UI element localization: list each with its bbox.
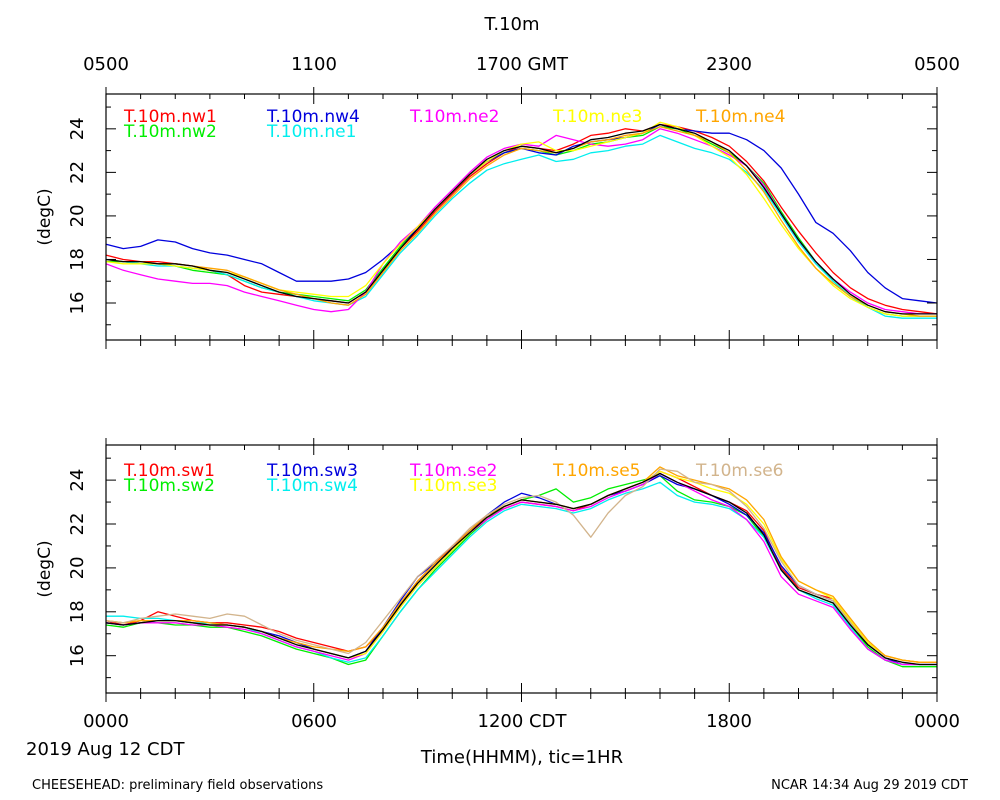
panel-1-legend: T.10m.nw1 T.10m.nw4 T.10m.ne2 T.10m.ne3 T.10… — [123, 107, 785, 142]
legend-entry-T-10m-se2: T.10m.se2 — [409, 461, 498, 481]
date-label: 2019 Aug 12 CDT — [26, 739, 185, 760]
legend-entry-T-10m-se3: T.10m.se3 — [409, 476, 498, 496]
series-line-T-10m-nw3 — [105, 123, 937, 315]
y-tick-label: 18 — [67, 600, 88, 623]
series-line-T-10m-sw4 — [106, 481, 937, 666]
bottom-time-axis-labels: 0000 0600 1200 CDT 1800 0000 — [83, 711, 960, 732]
legend-entry-T-10m-sw1: T.10m.sw1 — [123, 461, 215, 481]
bottom-time-label-0: 0000 — [83, 711, 129, 732]
footer-right: NCAR 14:34 Aug 29 2019 CDT — [771, 778, 968, 793]
y-axis-label: (degC) — [35, 188, 55, 245]
legend-entry-T-10m-ne4: T.10m.ne4 — [695, 107, 785, 127]
legend-entry-T-10m-ne1: T.10m.ne1 — [266, 122, 356, 142]
panel-2-frame — [105, 444, 938, 694]
series-line-T-10m-se5 — [105, 466, 937, 663]
legend-entry-T-10m-se6: T.10m.se6 — [695, 461, 784, 481]
series-line-T-10m-se6 — [105, 468, 937, 666]
panel-2-lines — [105, 466, 937, 668]
y-tick-label: 20 — [67, 204, 88, 227]
legend-entry-T-10m-se5: T.10m.se5 — [552, 461, 641, 481]
bottom-time-label-1: 0600 — [291, 711, 337, 732]
legend-entry-T-10m-ne3: T.10m.ne3 — [552, 107, 642, 127]
legend-entry-T-10m-ne2: T.10m.ne2 — [409, 107, 499, 127]
y-tick-label: 24 — [67, 117, 88, 140]
footer-left: CHEESEHEAD: preliminary field observatio… — [32, 778, 323, 793]
series-line-T-10m-ne1 — [105, 134, 937, 319]
bottom-time-label-2: 1200 CDT — [478, 711, 568, 732]
legend-entry-T-10m-nw1: T.10m.nw1 — [123, 107, 217, 127]
y-tick-label: 24 — [67, 469, 88, 492]
top-time-label-2: 1700 GMT — [476, 54, 569, 75]
series-line-T-10m-se1 — [105, 472, 937, 666]
y-tick-label: 20 — [67, 556, 88, 579]
y-tick-label: 16 — [67, 644, 88, 667]
series-line-T-10m-nw2 — [106, 126, 937, 317]
series-line-T-10m-nw1 — [105, 123, 938, 315]
legend-entry-T-10m-sw2: T.10m.sw2 — [123, 476, 215, 496]
bottom-time-label-4: 0000 — [914, 711, 960, 732]
chart-title: T.10m — [483, 14, 539, 35]
series-line-T-10m-ne2 — [105, 128, 937, 315]
legend-entry-T-10m-sw3: T.10m.sw3 — [266, 461, 358, 481]
legend-entry-T-10m-nw2: T.10m.nw2 — [123, 122, 217, 142]
series-line-T-10m-se2 — [105, 472, 937, 666]
y-tick-label: 16 — [67, 292, 88, 315]
y-axis-label: (degC) — [35, 540, 55, 597]
y-tick-label: 22 — [67, 161, 88, 184]
top-time-label-3: 2300 — [706, 54, 752, 75]
top-time-label-0: 0500 — [83, 54, 129, 75]
bottom-time-label-3: 1800 — [706, 711, 752, 732]
x-axis-label: Time(HHMM), tic=1HR — [420, 747, 623, 768]
top-time-axis-labels: 0500 1100 1700 GMT 2300 0500 — [83, 54, 960, 75]
top-time-label-1: 1100 — [291, 54, 337, 75]
legend-entry-T-10m-nw4: T.10m.nw4 — [266, 107, 360, 127]
legend-entry-T-10m-sw4: T.10m.sw4 — [266, 476, 358, 496]
y-tick-label: 22 — [67, 513, 88, 536]
top-time-label-4: 0500 — [914, 54, 960, 75]
panel-1-lines — [105, 121, 938, 319]
y-tick-label: 18 — [67, 248, 88, 271]
panel-2-legend: T.10m.sw1 T.10m.sw3 T.10m.se2 T.10m.se5 T.10… — [123, 461, 784, 496]
series-line-T-10m-ne4 — [105, 126, 937, 317]
